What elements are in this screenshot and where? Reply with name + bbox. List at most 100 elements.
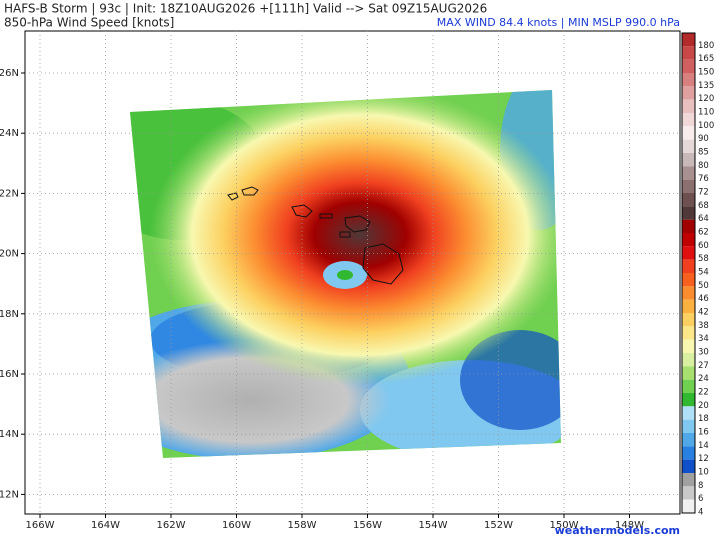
lon-label: 148W	[615, 520, 644, 531]
colorbar-label: 14	[698, 441, 709, 451]
colorbar-segment	[682, 353, 695, 367]
lat-label: 16N	[0, 369, 19, 380]
colorbar-label: 27	[698, 361, 709, 371]
colorbar-label: 50	[698, 281, 709, 291]
lon-label: 150W	[550, 520, 579, 531]
colorbar-segment	[682, 153, 695, 167]
colorbar-segment	[682, 473, 695, 487]
colorbar-label: 30	[698, 348, 709, 358]
colorbar-segment	[682, 459, 695, 473]
subtitle: 850-hPa Wind Speed [knots]	[4, 16, 174, 30]
colorbar-segment	[682, 33, 695, 47]
colorbar-label: 68	[698, 201, 709, 211]
colorbar-segment	[682, 219, 695, 233]
colorbar-label: 150	[698, 68, 714, 78]
colorbar-segment	[682, 126, 695, 140]
colorbar-segment	[682, 393, 695, 407]
colorbar-segment	[682, 313, 695, 327]
wind-field	[130, 90, 561, 458]
colorbar-segment	[682, 59, 695, 73]
lat-label: 22N	[0, 188, 19, 199]
colorbar-segment	[682, 193, 695, 207]
colorbar-segment	[682, 73, 695, 87]
colorbar-label: 42	[698, 308, 709, 318]
colorbar-label: 80	[698, 161, 709, 171]
colorbar-label: 16	[698, 428, 709, 438]
colorbar-segment	[682, 86, 695, 100]
lon-label: 166W	[26, 520, 55, 531]
colorbar-label: 4	[698, 508, 703, 518]
colorbar-label: 64	[698, 214, 709, 224]
colorbar-segment	[682, 113, 695, 127]
colorbar-segment	[682, 99, 695, 113]
lat-label: 12N	[0, 489, 19, 500]
colorbar-segment	[682, 206, 695, 220]
colorbar-segment	[682, 446, 695, 460]
colorbar-segment	[682, 166, 695, 180]
lon-label: 158W	[288, 520, 317, 531]
colorbar-segment	[682, 419, 695, 433]
colorbar-segment	[682, 379, 695, 393]
colorbar-label: 34	[698, 334, 709, 344]
colorbar-label: 60	[698, 241, 709, 251]
lon-label: 162W	[157, 520, 186, 531]
lon-label: 152W	[484, 520, 513, 531]
colorbar-label: 180	[698, 41, 714, 51]
colorbar-label: 135	[698, 81, 714, 91]
colorbar-segment	[682, 366, 695, 380]
colorbar: 1801651501351201101009085807672686462605…	[681, 32, 714, 518]
colorbar-segment	[682, 286, 695, 300]
colorbar-label: 6	[698, 494, 703, 504]
colorbar-label: 38	[698, 321, 709, 331]
stats: MAX WIND 84.4 knots | MIN MSLP 990.0 hPa	[437, 16, 680, 29]
colorbar-segment	[682, 179, 695, 193]
coastlines	[227, 186, 404, 285]
colorbar-segment	[682, 299, 695, 313]
colorbar-label: 20	[698, 401, 709, 411]
colorbar-label: 8	[698, 481, 703, 491]
colorbar-label: 90	[698, 134, 709, 144]
colorbar-label: 58	[698, 254, 709, 264]
colorbar-label: 22	[698, 388, 709, 398]
colorbar-label: 62	[698, 228, 709, 238]
lat-label: 20N	[0, 249, 19, 260]
colorbar-segment	[682, 339, 695, 353]
colorbar-label: 110	[698, 108, 714, 118]
colorbar-label: 46	[698, 294, 709, 304]
graticule: 26N 24N 22N 20N 18N 16N 14N 12N 166W 164W 162W 160W…	[0, 31, 680, 531]
colorbar-segment	[682, 259, 695, 273]
colorbar-label: 120	[698, 94, 714, 104]
lat-label: 24N	[0, 128, 19, 139]
lon-label: 160W	[222, 520, 251, 531]
lat-label: 18N	[0, 309, 19, 320]
colorbar-label: 165	[698, 54, 714, 64]
colorbar-label: 76	[698, 174, 709, 184]
colorbar-segment	[682, 273, 695, 287]
colorbar-segment	[682, 326, 695, 340]
lon-label: 154W	[419, 520, 448, 531]
title: HAFS-B Storm | 93c | Init: 18Z10AUG2026 …	[4, 2, 487, 16]
lon-label: 156W	[353, 520, 382, 531]
colorbar-label: 12	[698, 454, 709, 464]
colorbar-segment	[682, 139, 695, 153]
colorbar-segment	[682, 246, 695, 260]
lat-label: 14N	[0, 429, 19, 440]
colorbar-label: 72	[698, 188, 709, 198]
colorbar-segment	[682, 406, 695, 420]
colorbar-segment	[682, 486, 695, 500]
colorbar-frame	[681, 32, 696, 514]
colorbar-label: 18	[698, 414, 709, 424]
lon-label: 164W	[91, 520, 120, 531]
lat-label: 26N	[0, 68, 19, 79]
colorbar-label: 54	[698, 268, 709, 278]
colorbar-segment	[682, 46, 695, 60]
colorbar-label: 24	[698, 374, 709, 384]
colorbar-segment	[682, 499, 695, 513]
watermark: weathermodels.com	[555, 524, 680, 537]
colorbar-segment	[682, 233, 695, 247]
colorbar-segment	[682, 433, 695, 447]
colorbar-label: 85	[698, 148, 709, 158]
colorbar-label: 100	[698, 121, 714, 131]
colorbar-label: 10	[698, 468, 709, 478]
